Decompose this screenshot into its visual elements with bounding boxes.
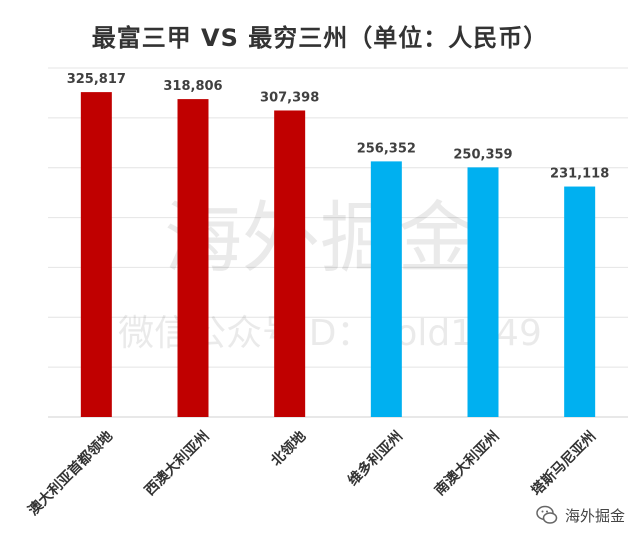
- data-label: 231,118: [550, 167, 609, 182]
- bar: [177, 99, 209, 418]
- x-tick-label: 北领地: [268, 428, 310, 470]
- data-label: 318,806: [163, 79, 222, 94]
- brand-label: 海外掘金: [565, 506, 626, 525]
- x-tick-label: 南澳大利亚州: [431, 428, 502, 499]
- bar: [370, 161, 402, 417]
- data-label: 307,398: [260, 90, 319, 105]
- bars: [80, 92, 596, 418]
- data-label: 250,359: [453, 147, 512, 162]
- x-tick-labels: 澳大利亚首都领地 西澳大利亚州 北领地 维多利亚州 南澳大利亚州 塔斯马尼亚州: [25, 428, 600, 519]
- bar: [80, 92, 112, 418]
- brand-badge: 海外掘金: [535, 500, 625, 530]
- watermark-main-text: 海外掘金: [164, 194, 476, 284]
- value-labels: 325,817 318,806 307,398 256,352 250,359 231,1…: [67, 72, 610, 181]
- gridlines: [48, 67, 628, 418]
- x-tick-label: 维多利亚州: [344, 428, 406, 490]
- wechat-icon: [535, 503, 559, 527]
- bar: [467, 167, 499, 417]
- data-label: 256,352: [357, 141, 416, 156]
- x-tick-label: 塔斯马尼亚州: [528, 428, 599, 499]
- x-tick-label: 西澳大利亚州: [141, 428, 212, 499]
- bar: [564, 186, 596, 417]
- chart-title: 最富三甲 VS 最穷三州（单位：人民币）: [91, 24, 549, 52]
- x-tick-label: 澳大利亚首都领地: [25, 428, 116, 519]
- data-label: 325,817: [67, 72, 126, 87]
- bar: [274, 110, 306, 417]
